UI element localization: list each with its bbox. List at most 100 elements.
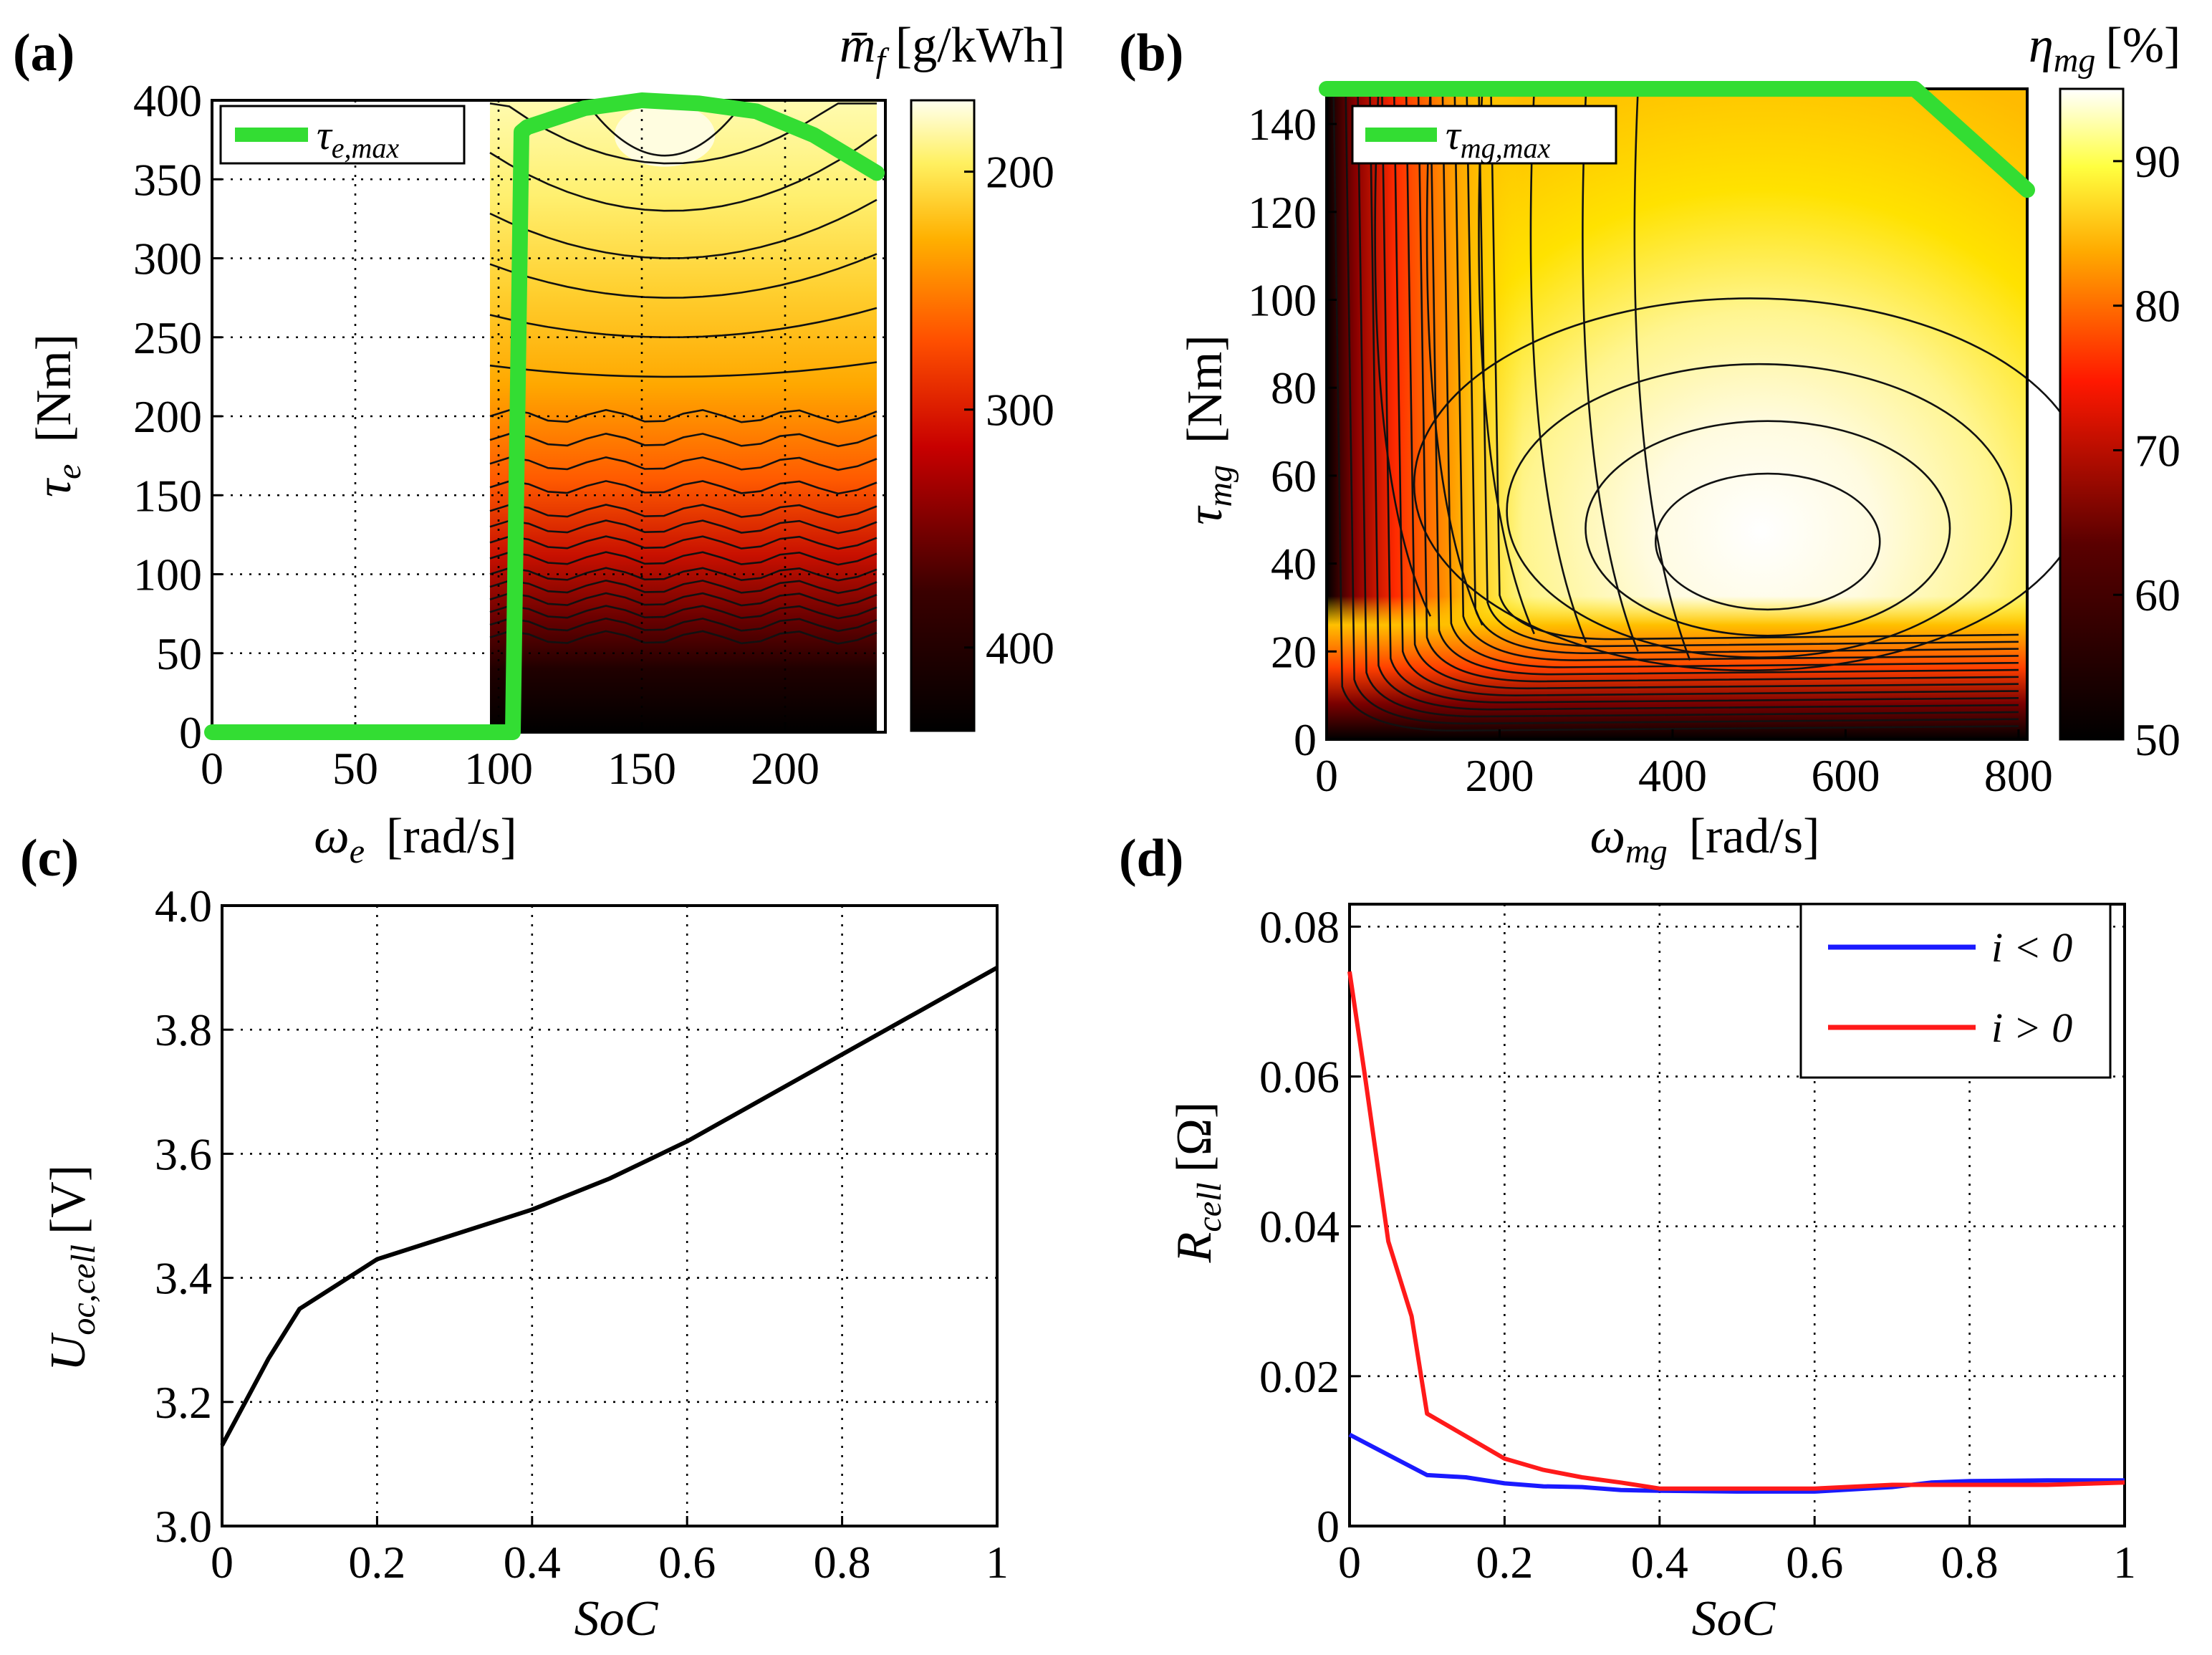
ticks-a: 0 50 100 150 200 0 50 100 150 200 250 300 350 400 [133,75,819,794]
efficiency-contour-diag-3 [1529,88,1587,643]
efficiency-contour-island-0 [1654,472,1881,611]
y-axis-label-a: τe[Nm] [27,334,88,497]
y-tick-label-5: 100 [1248,274,1317,325]
x-tick-label-1: 50 [332,743,378,794]
x-tick-label-2: 0.4 [504,1537,561,1588]
fuel-contour-1 [489,134,877,212]
y-tick-label-0: 0 [179,707,202,758]
ticks-b: 0 200 400 600 800 0 20 40 60 80 100 120 140 [1248,99,2053,801]
y-tick-label-4: 200 [133,391,202,442]
y-tick-label-7: 140 [1248,99,1317,150]
fuel-contour-14 [489,567,877,582]
panel-b-label: (b) [1119,24,1183,82]
x-tick-label-4: 200 [751,743,819,794]
ticks-c: 0 0.2 0.4 0.6 0.8 1 3.0 3.2 3.4 3.6 3.8 4.0 [155,881,1009,1588]
fuel-contour-11 [489,519,877,534]
colorbar-tick-label-1: 300 [986,385,1054,436]
fuel-contour-15 [489,579,877,595]
y-tick-label-3: 150 [133,470,202,521]
fuel-contour-top [583,100,746,157]
panel-a: (a) 0 50 100 150 200 0 50 100 150 200 250 300 350 400… [13,18,1065,870]
series-line-i-positive [1347,971,2125,1491]
x-tick-label-5: 1 [2113,1537,2136,1588]
legend-box-d [1799,903,2112,1079]
efficiency-contour-diag-4 [1582,88,1639,652]
y-axis-label-b: τmg[Nm] [1178,335,1239,524]
y-tick-label-1: 3.2 [155,1377,212,1428]
y-tick-label-1: 0.02 [1259,1351,1340,1402]
fuel-contour-8 [489,456,877,471]
x-tick-label-4: 800 [1984,750,2053,801]
grid-a [212,100,885,732]
y-tick-label-2: 40 [1271,539,1317,590]
x-tick-label-3: 150 [607,743,676,794]
fuel-contour-2 [489,198,877,259]
y-tick-label-1: 20 [1271,626,1317,677]
efficiency-contours [1332,88,2088,732]
x-axis-label-b: ωmg [rad/s] [1590,809,1820,870]
colorbar-tick-label-3: 80 [2135,281,2180,332]
x-tick-label-1: 0.2 [348,1537,405,1588]
y-tick-label-2: 0.04 [1259,1201,1340,1252]
y-tick-label-0: 0 [1317,1501,1340,1552]
panel-d: (d) 0 0.2 0.4 0.6 0.8 1 0 0.02 0.04 0.06 0.08 i < … [1119,829,2136,1646]
fuel-contour-10 [489,504,877,519]
x-tick-label-1: 0.2 [1476,1537,1533,1588]
fuel-map-optimum [614,103,716,167]
axes-frame-c [221,904,999,1527]
fuel-contour-17 [489,605,877,620]
fuel-contour-0 [489,102,877,165]
x-tick-label-3: 600 [1811,750,1880,801]
efficiency-contour-edge-12 [1478,88,2019,648]
efficiency-contour-edge-10 [1453,88,2019,661]
fuel-contour-5 [489,361,877,378]
y-tick-label-5: 250 [133,312,202,363]
fuel-contour-7 [489,432,877,448]
x-tick-label-4: 0.8 [814,1537,871,1588]
x-tick-label-0: 0 [201,743,223,794]
x-tick-label-5: 1 [986,1537,1009,1588]
panel-a-label: (a) [13,24,74,82]
colorbar-ticks-b: 50 60 70 80 90 [2113,136,2180,765]
legend-label-torque-max: τe,max [317,112,399,164]
fuel-contour-9 [489,480,877,495]
fuel-contour-18 [489,617,877,633]
efficiency-contour-edge-0 [1332,88,2019,732]
y-tick-label-4: 3.8 [155,1004,212,1055]
panel-c: (c) 0 0.2 0.4 0.6 0.8 1 3.0 3.2 3.4 3.6 3.8 4.0 SoC… [20,829,1009,1646]
efficiency-contour-edge-7 [1417,88,2019,683]
legend-label-i-positive: i > 0 [1991,1004,2072,1051]
axes-frame-d [1348,903,2126,1527]
x-tick-label-4: 0.8 [1941,1537,1999,1588]
x-tick-label-2: 0.4 [1631,1537,1688,1588]
colorbar-label-efficiency: ηmg [%] [2029,18,2180,80]
efficiency-contour-edge-3 [1369,88,2019,711]
x-tick-label-2: 100 [464,743,533,794]
mg-torque-max-line [1319,81,2035,198]
x-tick-label-2: 400 [1638,750,1707,801]
efficiency-contour-edge-6 [1405,88,2019,690]
y-tick-label-5: 4.0 [155,881,212,931]
y-tick-label-2: 100 [133,550,202,600]
x-tick-label-0: 0 [1338,1537,1361,1588]
legend-d: i < 0 i > 0 [1799,903,2112,1079]
y-tick-label-6: 300 [133,234,202,284]
colorbar-tick-label-2: 70 [2135,425,2180,476]
y-tick-label-4: 80 [1271,363,1317,413]
efficiency-contour-edge-2 [1357,88,2019,718]
y-tick-label-4: 0.08 [1259,901,1340,952]
y-tick-label-6: 120 [1248,187,1317,238]
x-tick-label-3: 0.6 [658,1537,716,1588]
colorbar-tick-label-2: 400 [986,623,1054,673]
fuel-contour-16 [489,592,877,607]
x-axis-label-d: SoC [1692,1591,1776,1646]
fuel-contours [489,100,877,645]
panel-d-label: (d) [1119,829,1183,888]
x-tick-label-0: 0 [1315,750,1338,801]
x-tick-label-1: 200 [1465,750,1534,801]
efficiency-contour-island-1 [1585,420,1951,637]
fuel-map-fill [490,100,877,732]
efficiency-contour-edge-8 [1429,88,2019,676]
ticks-d: 0 0.2 0.4 0.6 0.8 1 0 0.02 0.04 0.06 0.08 [1259,901,2136,1588]
